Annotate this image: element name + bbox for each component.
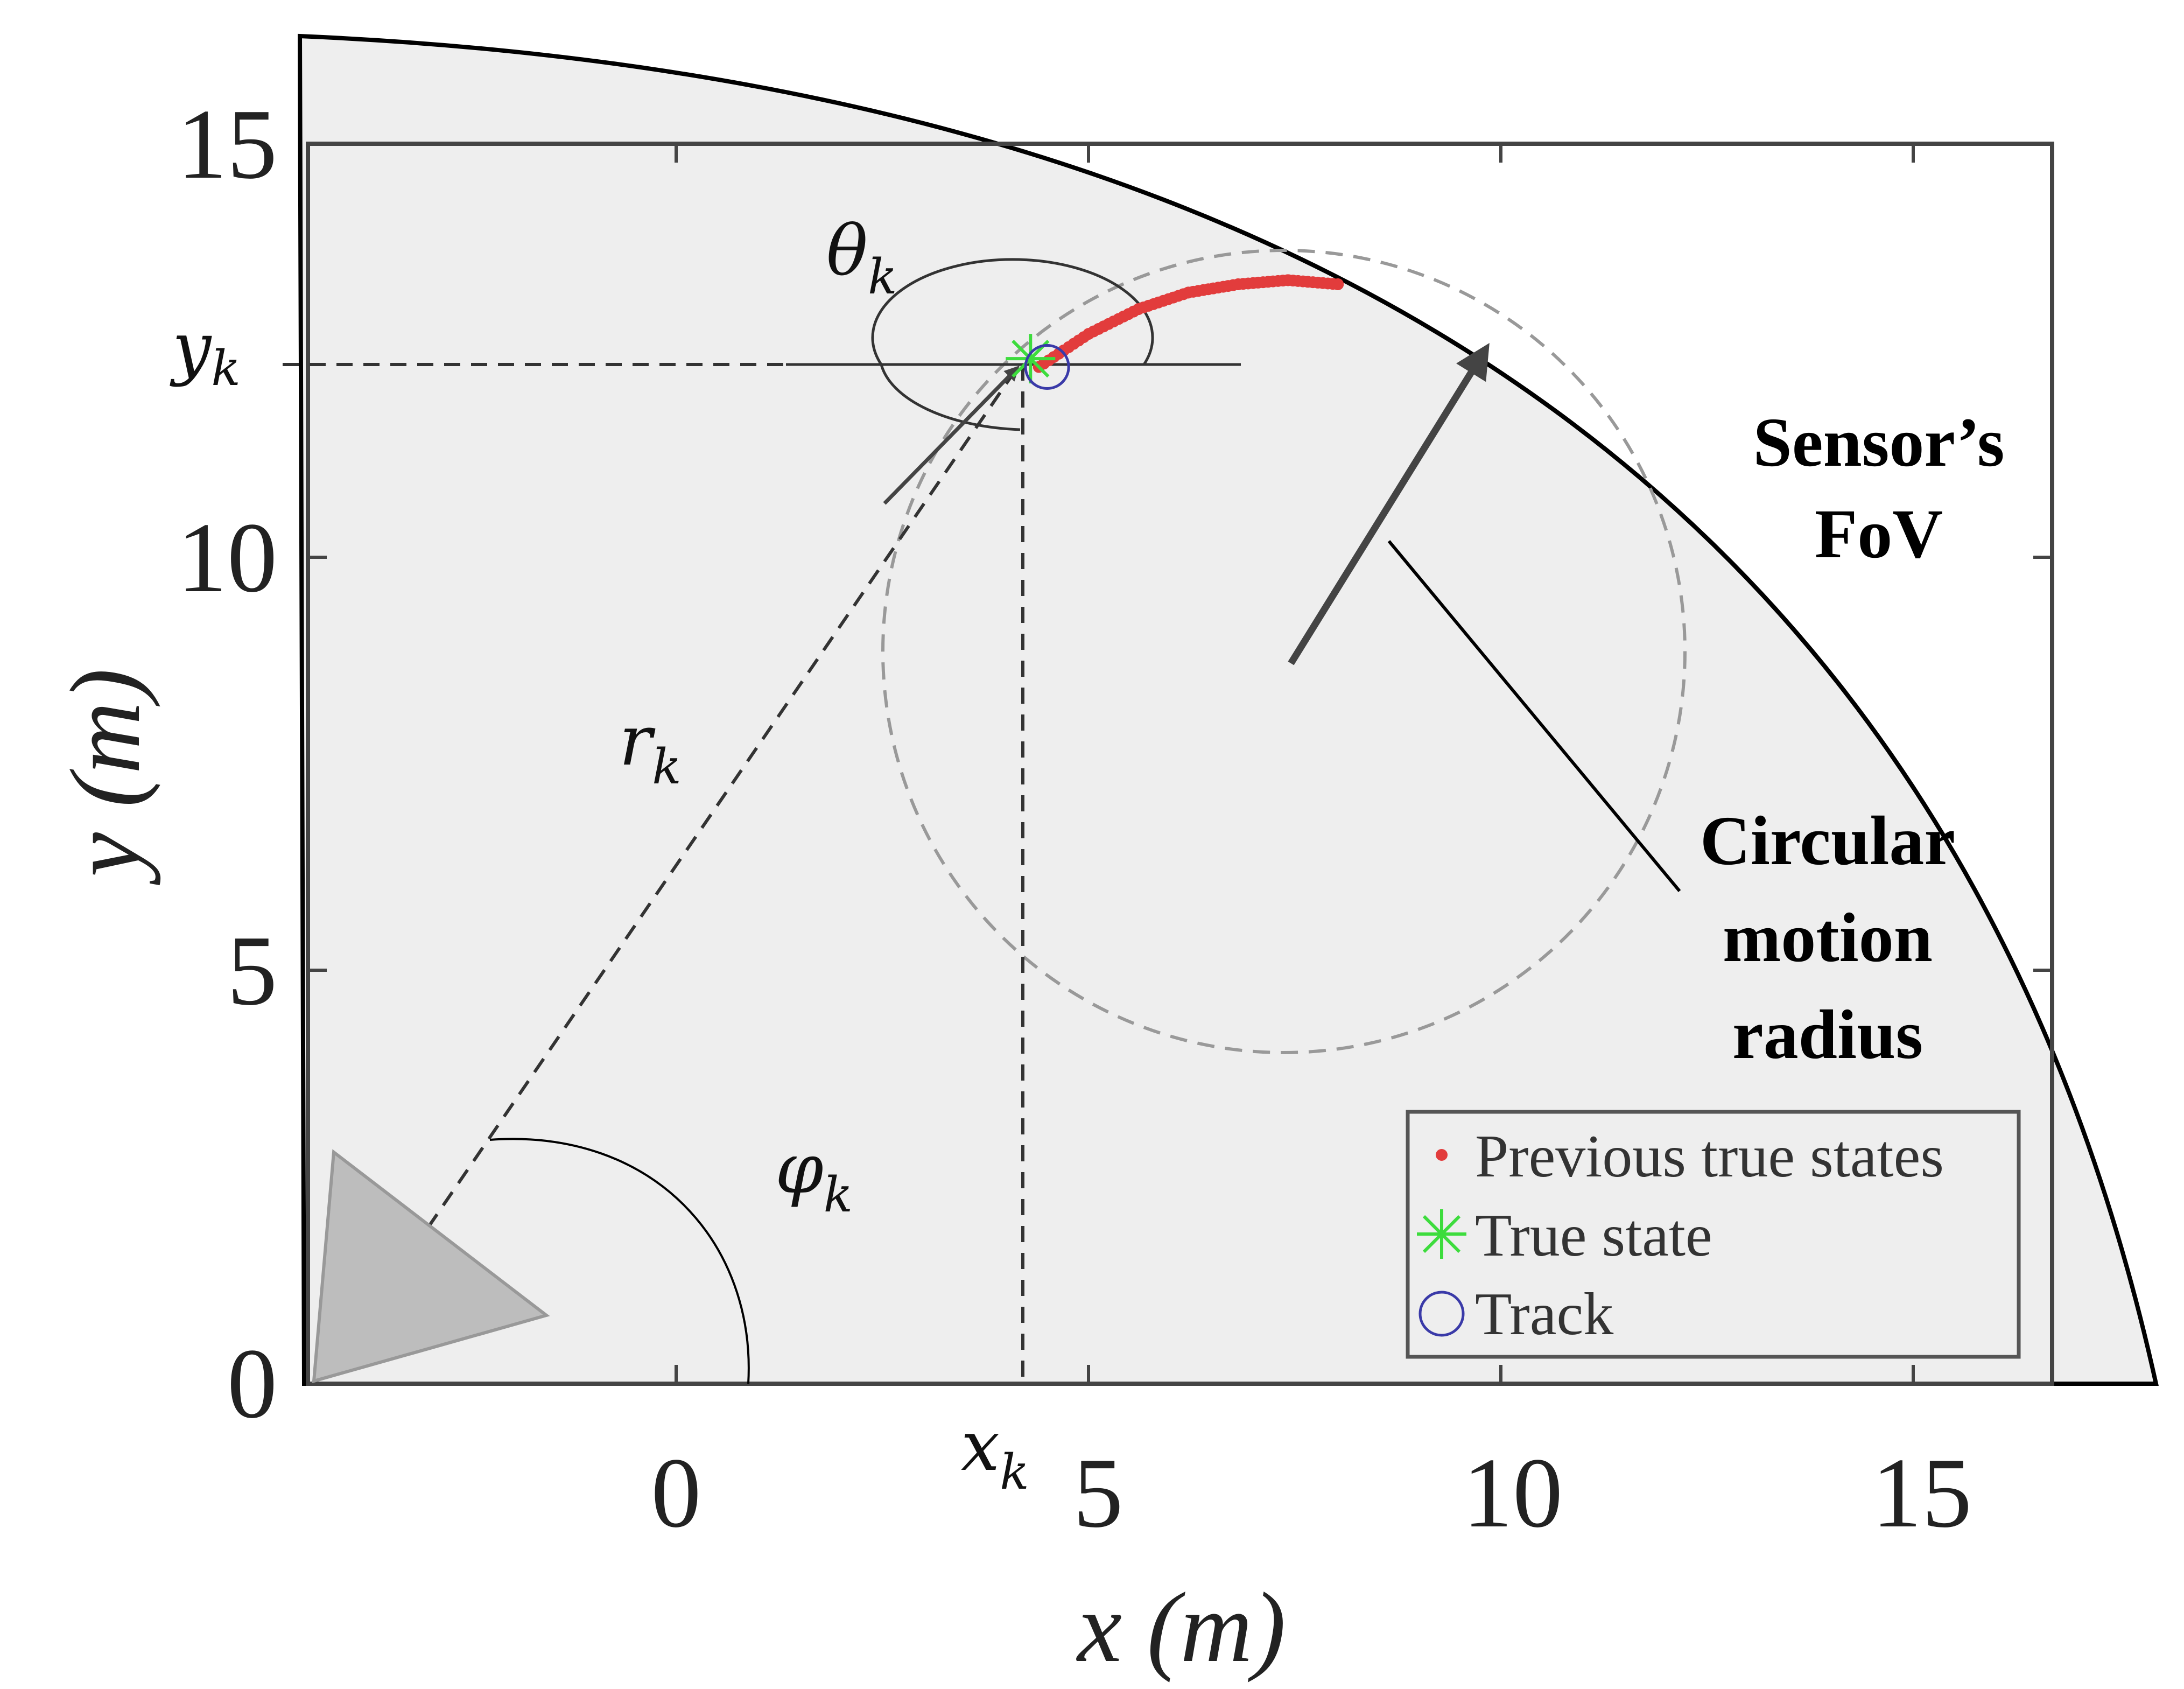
data-marks	[1006, 274, 1344, 390]
x-tick-label: 10	[1463, 1438, 1563, 1548]
heading-angle-symbol: θk	[826, 211, 897, 305]
sensor-fov-sector	[297, 33, 2159, 1386]
radius-annotation-line-1: Circular	[1700, 802, 1955, 880]
sensor-icon	[312, 1149, 550, 1384]
radius-arrow	[1288, 342, 1490, 665]
range-symbol: rk	[619, 701, 682, 795]
y-tick-label: 15	[177, 89, 277, 200]
y-coordinate-symbol: yk	[170, 308, 241, 397]
track-point	[1024, 344, 1070, 390]
previous-state-point	[1332, 278, 1344, 291]
x-tick-labels: 0 5 10 15	[651, 1438, 1972, 1548]
circular-motion-path	[881, 249, 1687, 1054]
radius-annotation-line-2: motion	[1723, 899, 1933, 977]
fov-annotation-line-1: Sensor’s	[1753, 404, 2005, 481]
bearing-angle-symbol: φk	[775, 1129, 853, 1223]
radius-callout-line	[1387, 540, 1681, 892]
x-axis-ticks	[675, 144, 1915, 1384]
legend: Previous true states True state Track	[1406, 1110, 2021, 1359]
legend-box	[1406, 1110, 2021, 1359]
x-axis-label: x (m)	[1076, 1572, 1286, 1683]
bearing-angle-arc	[489, 1138, 750, 1384]
range-line	[426, 362, 1022, 1229]
legend-track-marker	[1418, 1291, 1465, 1337]
legend-previous-states-label: Previous true states	[1475, 1123, 1944, 1190]
radius-annotation-line-3: radius	[1732, 996, 1923, 1074]
legend-previous-states-marker	[1436, 1149, 1448, 1161]
plot-frame	[306, 142, 2054, 1386]
x-tick-label: 15	[1872, 1438, 1972, 1548]
y-axis-ticks	[308, 556, 2052, 972]
legend-true-state-label: True state	[1475, 1202, 1712, 1269]
heading-angle-arc	[871, 258, 1154, 431]
x-tick-label: 0	[651, 1438, 701, 1548]
y-tick-label: 0	[227, 1328, 277, 1439]
fov-annotation-line-2: FoV	[1815, 495, 1943, 573]
x-tick-label: 5	[1073, 1438, 1123, 1548]
y-tick-labels: 0 5 10 15	[177, 89, 277, 1439]
y-axis-label: y (m)	[50, 668, 161, 885]
legend-true-state-marker	[1417, 1209, 1466, 1259]
y-tick-label: 5	[227, 915, 277, 1026]
legend-track-label: Track	[1475, 1281, 1613, 1348]
y-tick-label: 10	[177, 502, 277, 613]
target-pointer-arrow	[883, 366, 1020, 505]
true-state-point	[1006, 334, 1056, 384]
x-coordinate-symbol: xk	[961, 1406, 1029, 1501]
